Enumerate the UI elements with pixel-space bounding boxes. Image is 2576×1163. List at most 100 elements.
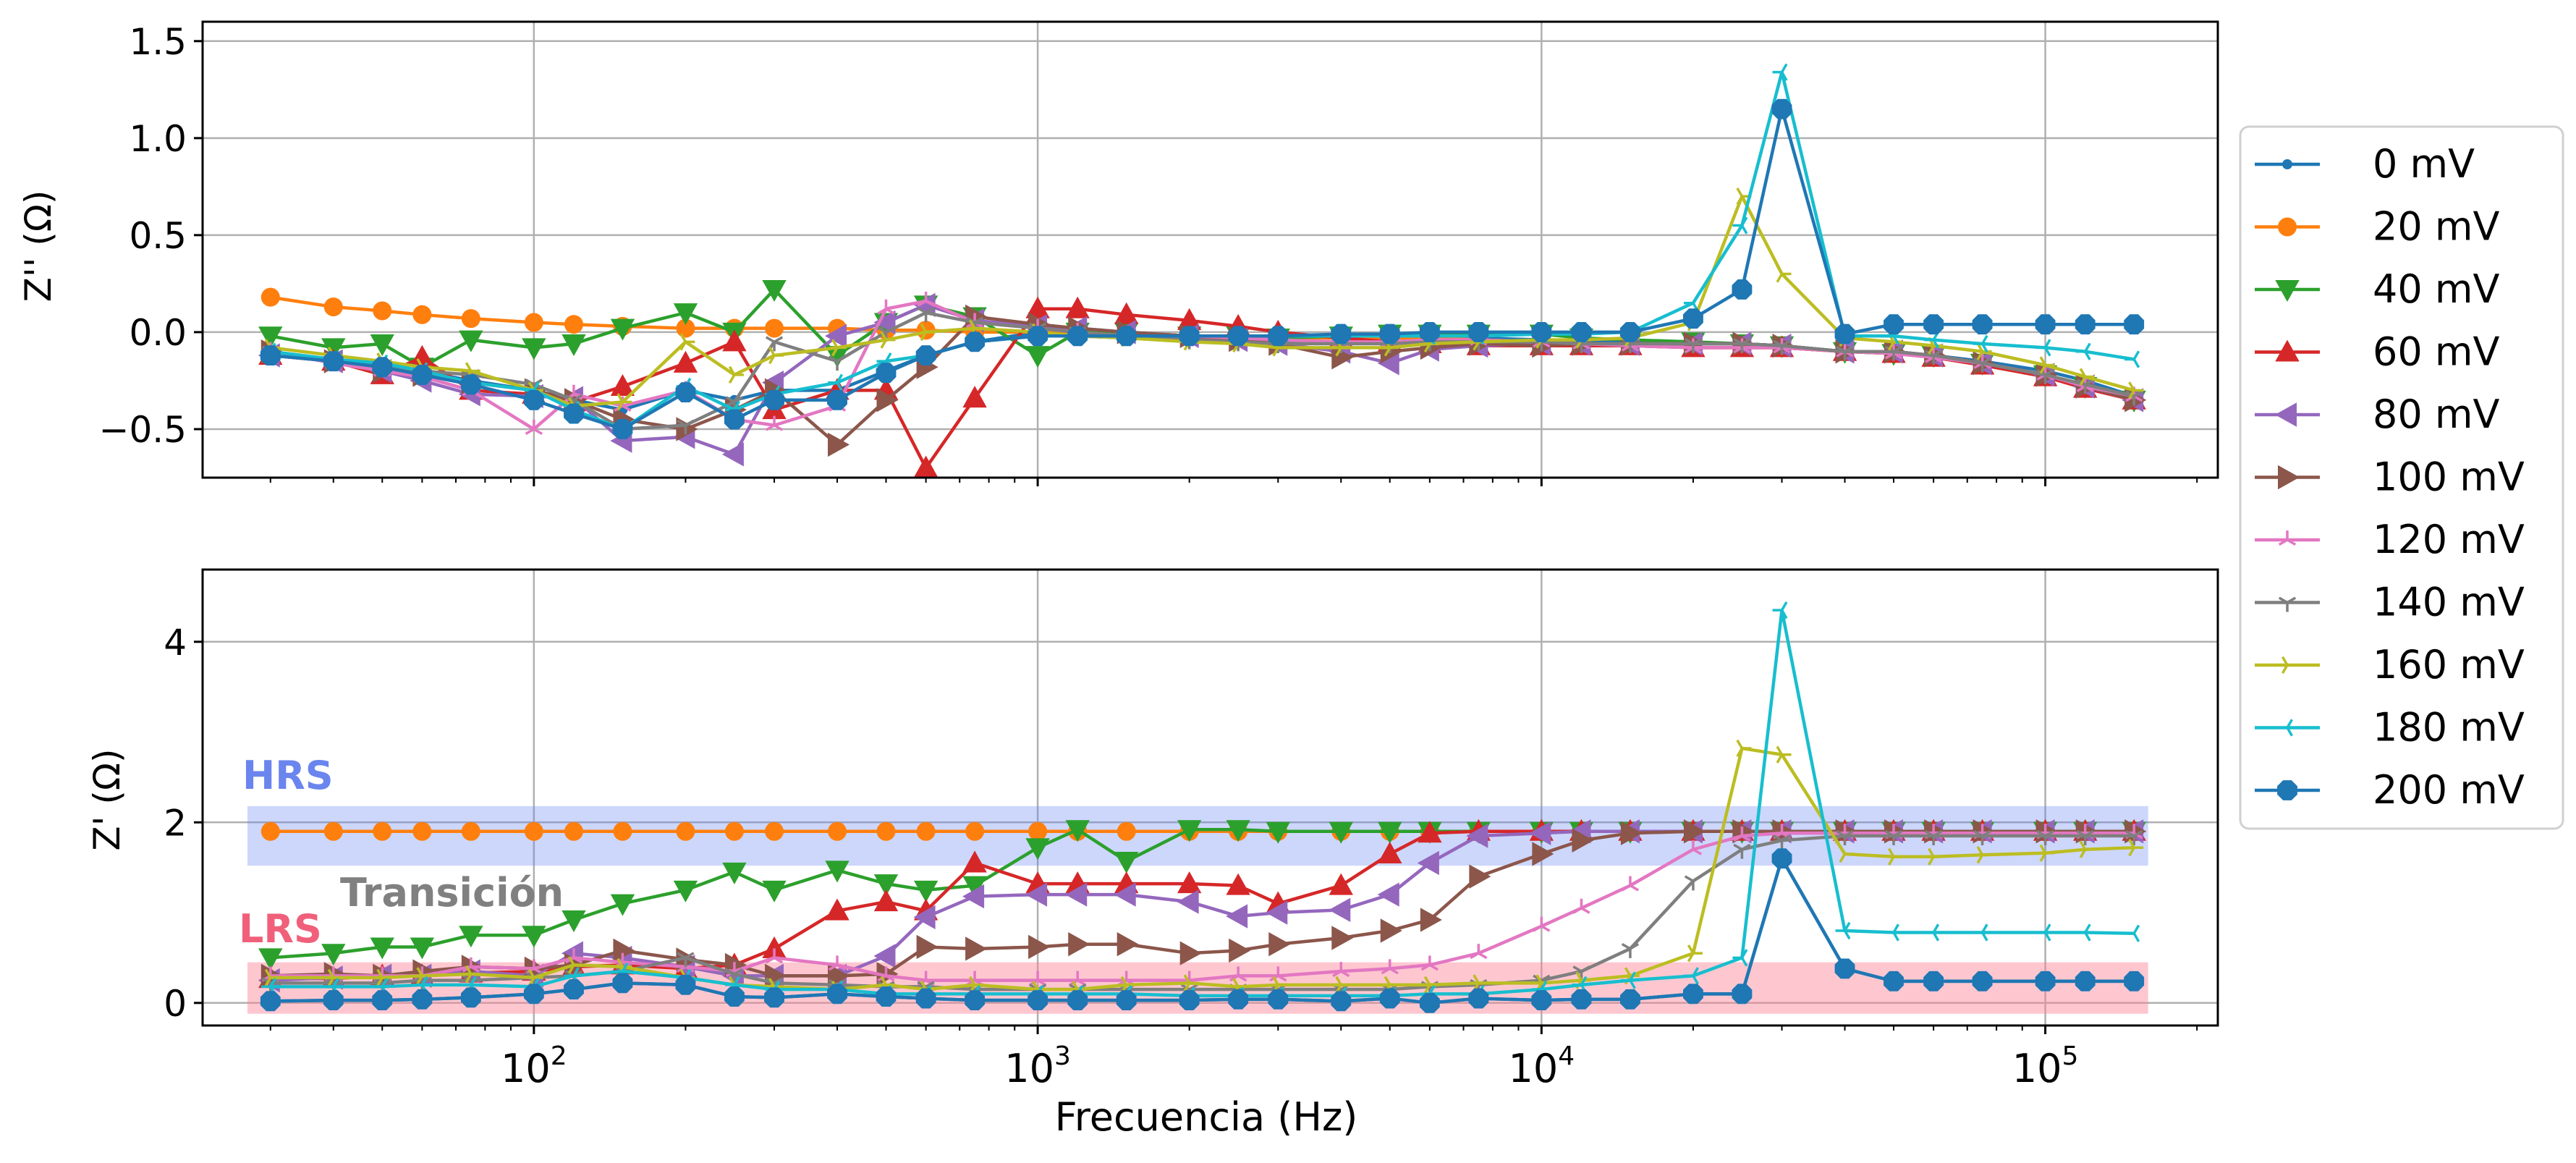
top-grid bbox=[203, 22, 2218, 478]
data-point bbox=[562, 334, 586, 357]
data-point bbox=[825, 898, 850, 921]
y-tick-label: 0 bbox=[164, 983, 187, 1025]
data-point bbox=[1732, 984, 1753, 1005]
data-point bbox=[321, 338, 346, 360]
series-160-mv bbox=[264, 187, 2144, 415]
data-point bbox=[1116, 326, 1137, 347]
data-point bbox=[522, 926, 546, 948]
data-point bbox=[1923, 970, 1944, 991]
data-point bbox=[2124, 924, 2140, 942]
data-point bbox=[525, 419, 543, 435]
data-point bbox=[762, 880, 787, 902]
series-180-mv bbox=[260, 63, 2140, 439]
data-point bbox=[828, 821, 847, 841]
data-point bbox=[917, 292, 935, 308]
data-point bbox=[828, 355, 847, 371]
data-point bbox=[828, 432, 850, 457]
data-point bbox=[1466, 824, 1488, 848]
data-point bbox=[1776, 265, 1792, 283]
y-tick-label: −0.5 bbox=[99, 409, 187, 451]
data-point bbox=[825, 860, 850, 883]
data-point bbox=[523, 984, 544, 1005]
data-point bbox=[1773, 339, 1791, 355]
data-point bbox=[1469, 864, 1491, 889]
legend-marker bbox=[2277, 780, 2297, 800]
data-point bbox=[372, 357, 393, 378]
data-point bbox=[675, 382, 696, 402]
y-tick-label: 0.5 bbox=[129, 215, 187, 257]
data-point bbox=[1772, 601, 1788, 619]
data-point bbox=[612, 973, 633, 994]
legend-marker bbox=[2278, 719, 2294, 737]
legend-entry: 180 mV bbox=[2255, 705, 2525, 750]
y-tick-label: 1.0 bbox=[129, 118, 187, 160]
data-point bbox=[765, 821, 784, 841]
data-point bbox=[2125, 830, 2143, 846]
data-point bbox=[916, 821, 936, 841]
data-point bbox=[524, 821, 543, 841]
data-point bbox=[2035, 314, 2056, 335]
data-point bbox=[765, 318, 784, 338]
data-point bbox=[610, 318, 635, 341]
legend-entry: 200 mV bbox=[2255, 767, 2525, 813]
data-point bbox=[1836, 345, 1854, 361]
data-point bbox=[410, 937, 435, 960]
data-point bbox=[2124, 314, 2145, 335]
data-point bbox=[1884, 830, 1903, 846]
data-point bbox=[677, 952, 695, 968]
legend-label: 60 mV bbox=[2373, 329, 2499, 375]
data-point bbox=[524, 313, 543, 332]
data-point bbox=[1835, 921, 1851, 940]
data-point bbox=[1068, 932, 1090, 957]
data-point bbox=[1732, 216, 1748, 234]
series-200-mv bbox=[260, 848, 2145, 1013]
data-point bbox=[412, 364, 433, 385]
data-point bbox=[722, 862, 747, 884]
data-point bbox=[1972, 970, 1993, 991]
data-point bbox=[1531, 990, 1552, 1011]
data-point bbox=[612, 419, 633, 439]
data-point bbox=[1028, 934, 1051, 960]
data-point bbox=[831, 339, 847, 357]
data-point bbox=[673, 350, 698, 373]
data-point bbox=[1419, 322, 1440, 342]
data-point bbox=[1380, 918, 1402, 943]
data-point bbox=[2075, 314, 2096, 335]
data-point bbox=[1268, 989, 1289, 1010]
data-point bbox=[828, 955, 847, 971]
data-point bbox=[461, 821, 480, 841]
data-point bbox=[562, 910, 586, 933]
data-point bbox=[617, 393, 632, 411]
data-point bbox=[1228, 326, 1249, 347]
data-point bbox=[567, 956, 583, 974]
data-point bbox=[1470, 944, 1488, 960]
data-point bbox=[765, 415, 784, 431]
data-point bbox=[564, 821, 583, 841]
data-point bbox=[2079, 840, 2095, 858]
data-point bbox=[873, 889, 899, 912]
data-point bbox=[1114, 851, 1139, 874]
legend-entry: 80 mV bbox=[2255, 392, 2499, 437]
data-point bbox=[1228, 989, 1249, 1010]
data-point bbox=[1266, 821, 1290, 844]
data-point bbox=[1884, 970, 1904, 991]
y-tick-label: 4 bbox=[164, 622, 187, 664]
axes-frame bbox=[201, 20, 2219, 479]
data-point bbox=[1572, 828, 1594, 853]
data-point bbox=[1771, 98, 1792, 119]
data-point bbox=[2125, 390, 2143, 406]
y-tick-label: 2 bbox=[164, 802, 187, 844]
data-point bbox=[873, 874, 899, 897]
data-point bbox=[323, 821, 343, 841]
data-point bbox=[1177, 820, 1202, 842]
data-point bbox=[679, 333, 695, 351]
data-point bbox=[873, 310, 896, 335]
data-point bbox=[920, 323, 936, 342]
top-y-axis-label: Z'' (Ω) bbox=[17, 190, 59, 303]
series-160-mv bbox=[264, 739, 2144, 999]
data-point bbox=[1025, 838, 1050, 860]
data-point bbox=[1683, 967, 1699, 985]
data-point bbox=[1684, 338, 1703, 354]
data-point bbox=[465, 965, 480, 984]
data-point bbox=[1682, 308, 1703, 329]
